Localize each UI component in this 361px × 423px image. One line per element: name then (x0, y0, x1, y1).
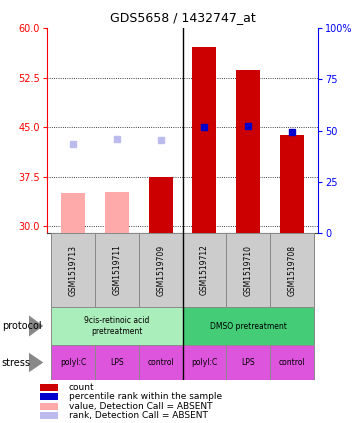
Bar (236, 70, 260, 233)
Bar (40, 412, 58, 419)
Bar (95, 345, 139, 380)
Text: polyI:C: polyI:C (191, 358, 217, 367)
Bar (270, 233, 314, 307)
Bar (192, 47, 216, 233)
Text: GSM1519708: GSM1519708 (287, 244, 296, 296)
Bar (51, 345, 95, 380)
Bar (270, 345, 314, 380)
Text: LPS: LPS (241, 358, 255, 367)
Bar (183, 233, 226, 307)
Text: control: control (147, 358, 174, 367)
Bar (40, 403, 58, 409)
Bar (183, 307, 314, 345)
Bar (139, 233, 183, 307)
Bar (226, 233, 270, 307)
Text: control: control (278, 358, 305, 367)
Text: percentile rank within the sample: percentile rank within the sample (69, 392, 222, 401)
Text: LPS: LPS (110, 358, 124, 367)
Text: GSM1519710: GSM1519710 (244, 244, 253, 296)
Bar (95, 233, 139, 307)
Bar (105, 192, 129, 233)
Text: GSM1519713: GSM1519713 (69, 244, 78, 296)
Bar (40, 384, 58, 391)
Bar (280, 135, 304, 233)
Title: GDS5658 / 1432747_at: GDS5658 / 1432747_at (110, 11, 255, 24)
Text: GSM1519709: GSM1519709 (156, 244, 165, 296)
Text: stress: stress (2, 357, 31, 368)
Text: rank, Detection Call = ABSENT: rank, Detection Call = ABSENT (69, 411, 208, 420)
Bar (51, 307, 183, 345)
Text: count: count (69, 383, 95, 392)
Bar (51, 233, 95, 307)
Text: polyI:C: polyI:C (60, 358, 86, 367)
Bar (40, 393, 58, 400)
Text: DMSO pretreatment: DMSO pretreatment (210, 321, 287, 330)
Polygon shape (29, 316, 43, 337)
Bar (149, 177, 173, 233)
Bar (226, 345, 270, 380)
Text: value, Detection Call = ABSENT: value, Detection Call = ABSENT (69, 402, 213, 411)
Text: GSM1519712: GSM1519712 (200, 244, 209, 295)
Text: 9cis-retinoic acid
pretreatment: 9cis-retinoic acid pretreatment (84, 316, 149, 336)
Text: protocol: protocol (2, 321, 42, 331)
Text: GSM1519711: GSM1519711 (112, 244, 121, 295)
Bar (139, 345, 183, 380)
Polygon shape (29, 353, 43, 372)
Bar (61, 193, 85, 233)
Bar (183, 345, 226, 380)
